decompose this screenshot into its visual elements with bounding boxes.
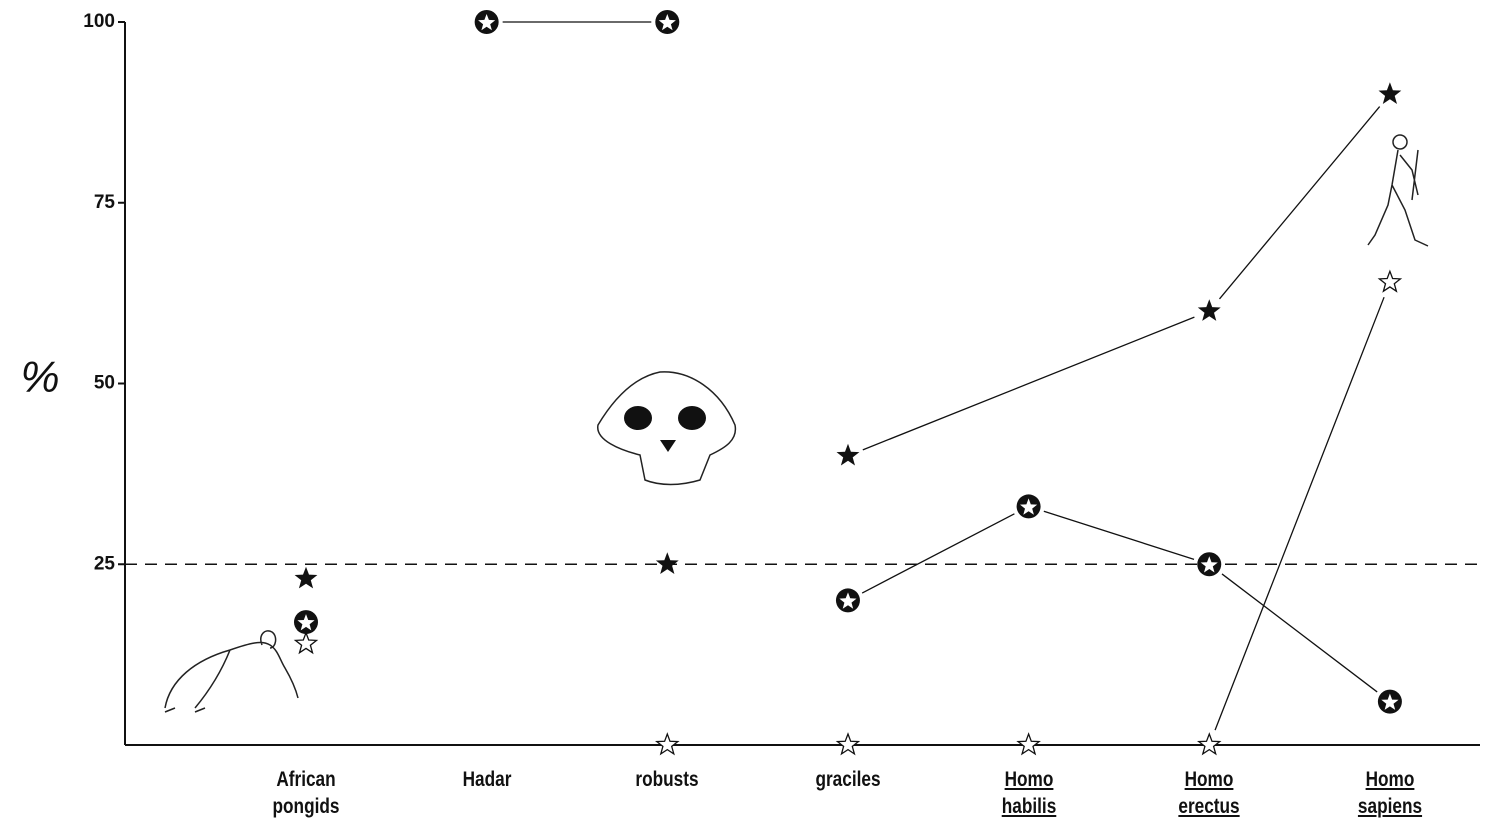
circle-star (1378, 690, 1402, 714)
open-star (1379, 271, 1400, 291)
open-star (838, 734, 859, 754)
y-tick-label: 75 (94, 192, 116, 213)
y-axis-label: % (20, 353, 59, 402)
x-tick-label: Homo habilis (988, 766, 1070, 820)
filled-star (1379, 82, 1402, 104)
x-tick-label: African pongids (265, 766, 347, 820)
y-tick-label: 100 (83, 11, 115, 32)
open-star (296, 633, 317, 653)
circle-star (475, 10, 499, 34)
connector (1044, 511, 1194, 559)
open-star (657, 734, 678, 754)
connector (863, 317, 1195, 450)
x-tick-label: Hadar (446, 766, 528, 793)
human-illustration (1368, 135, 1428, 246)
y-tick-label: 50 (94, 373, 115, 394)
circle-star (1197, 552, 1221, 576)
circle-star (836, 588, 860, 612)
filled-star (1198, 299, 1221, 321)
x-tick-label: robusts (626, 766, 708, 793)
circle-star (294, 610, 318, 634)
connector (1219, 107, 1379, 299)
x-tick-label: Homo sapiens (1349, 766, 1431, 820)
ape-illustration (165, 631, 298, 712)
x-tick-label: Homo erectus (1168, 766, 1250, 820)
connector (862, 514, 1014, 593)
y-tick-label: 25 (94, 553, 116, 574)
filled-star (656, 552, 679, 574)
filled-star (295, 567, 318, 589)
x-tick-label: graciles (807, 766, 889, 793)
connector (1215, 297, 1384, 730)
filled-star (837, 444, 860, 466)
circle-star (1017, 494, 1041, 518)
open-star (1199, 734, 1220, 754)
circle-star (655, 10, 679, 34)
open-star (1018, 734, 1039, 754)
chart-svg: % 25 50 75 100 (0, 0, 1489, 831)
chart: % 25 50 75 100 African pongids Hadar robusts g… (0, 0, 1489, 831)
skull-illustration (598, 372, 736, 485)
connector (1222, 574, 1377, 692)
